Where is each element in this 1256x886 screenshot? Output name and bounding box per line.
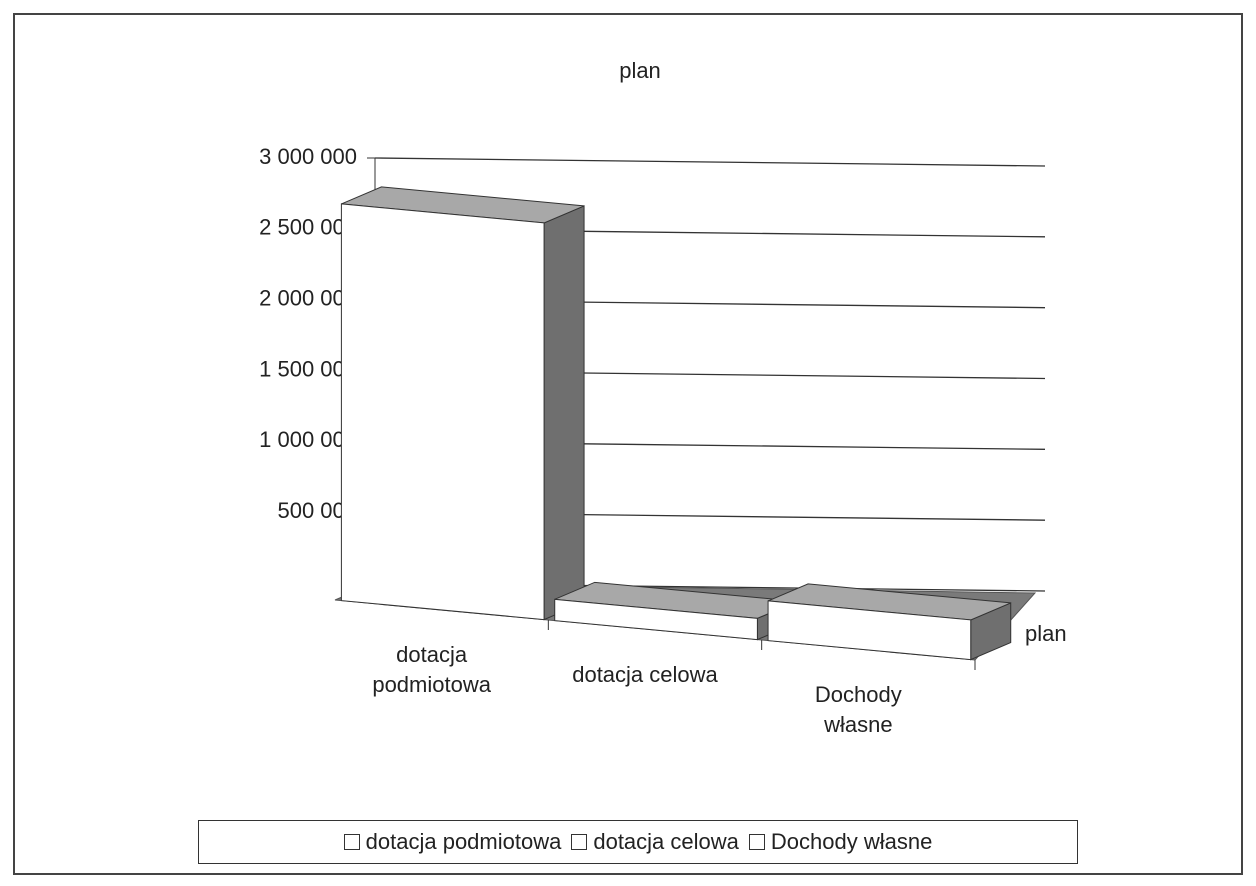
- legend-label: dotacja celowa: [593, 829, 739, 854]
- legend-swatch: [571, 834, 588, 850]
- bar: [767, 600, 972, 661]
- bar-side: [543, 205, 585, 621]
- y-tick-label: 2 000 000: [259, 285, 357, 310]
- legend-swatch: [748, 834, 765, 850]
- legend-entry: Dochody własne: [748, 829, 933, 855]
- bar: [554, 598, 758, 641]
- legend: dotacja podmiotowa dotacja celowa Dochody …: [198, 820, 1078, 864]
- y-tick-label: 1 000 000: [259, 427, 357, 452]
- x-tick-label: dotacja podmiotowa: [372, 642, 491, 697]
- y-tick-label: 3 000 000: [259, 144, 357, 169]
- x-tick-label: dotacja celowa: [572, 662, 718, 687]
- legend-entry: dotacja podmiotowa: [343, 829, 562, 855]
- chart-title: plan: [619, 58, 661, 83]
- y-tick-label: 1 500 000: [259, 356, 357, 381]
- chart-frame: [13, 13, 1243, 875]
- y-tick-label: 2 500 000: [259, 215, 357, 240]
- legend-swatch: [343, 834, 360, 850]
- x-tick-label: Dochody własne: [814, 682, 902, 737]
- legend-label: dotacja podmiotowa: [365, 829, 562, 854]
- grid-line: [374, 157, 1046, 167]
- legend-entry: dotacja celowa: [571, 829, 739, 855]
- legend-label: Dochody własne: [770, 829, 933, 854]
- bar: [340, 203, 545, 621]
- depth-axis-label: plan: [1025, 621, 1067, 646]
